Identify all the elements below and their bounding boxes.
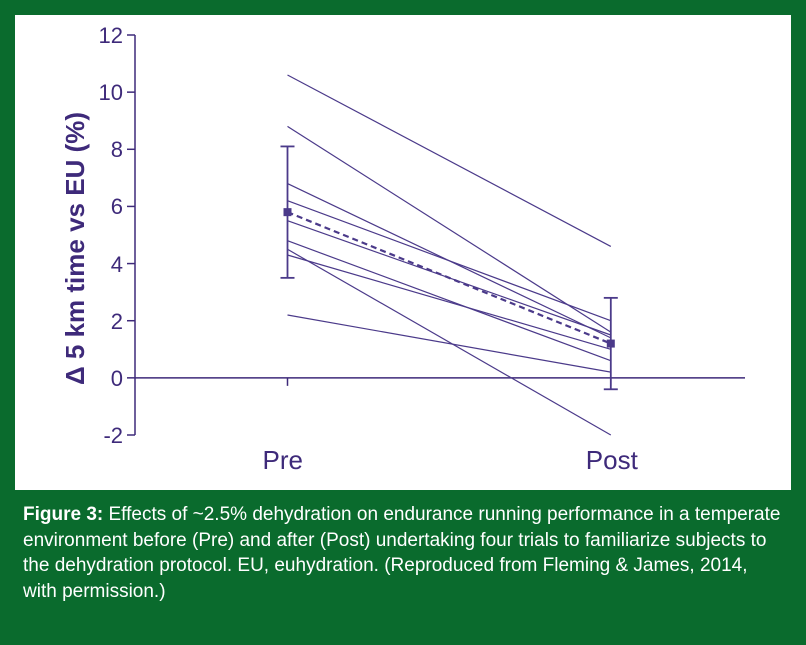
caption-text: Effects of ~2.5% dehydration on enduranc… bbox=[23, 504, 780, 602]
figure-container: Δ 5 km time vs EU (%) -2 0 2 4 6 8 10 12 Pre Post… bbox=[0, 0, 806, 645]
y-tick-label: 8 bbox=[111, 137, 123, 163]
y-tick-label: 4 bbox=[111, 252, 123, 278]
y-axis-label: Δ 5 km time vs EU (%) bbox=[60, 112, 91, 385]
y-tick-label: 6 bbox=[111, 194, 123, 220]
y-tick-label: 12 bbox=[99, 23, 123, 49]
y-tick-label: 2 bbox=[111, 309, 123, 335]
figure-caption: Figure 3: Effects of ~2.5% dehydration o… bbox=[15, 490, 791, 605]
y-tick-label: -2 bbox=[103, 423, 123, 449]
x-tick-label: Pre bbox=[263, 445, 303, 476]
x-tick-label: Post bbox=[586, 445, 638, 476]
y-tick-label: 0 bbox=[111, 366, 123, 392]
caption-label: Figure 3: bbox=[23, 504, 103, 525]
y-tick-label: 10 bbox=[99, 80, 123, 106]
endurance-chart bbox=[15, 15, 791, 490]
chart-panel: Δ 5 km time vs EU (%) -2 0 2 4 6 8 10 12 Pre Post bbox=[15, 15, 791, 490]
